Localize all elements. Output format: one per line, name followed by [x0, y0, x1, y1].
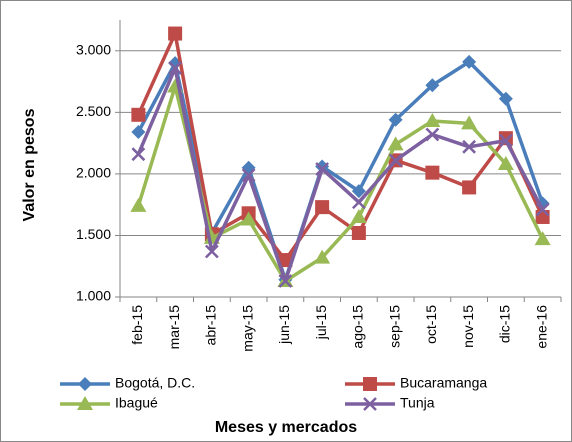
x-tick-label: dic-15 [497, 305, 513, 343]
point [240, 211, 257, 226]
x-tick-label: ene-16 [533, 305, 549, 349]
x-tick-label: sep-15 [386, 305, 402, 348]
y-tick-label: 2.000 [76, 165, 111, 181]
point [462, 139, 477, 154]
x-tick-label: ago-15 [350, 305, 366, 349]
point [388, 153, 403, 168]
legend-label: Bucaramanga [400, 375, 487, 391]
point [315, 200, 330, 215]
x-tick-label: may-15 [239, 305, 255, 352]
point [497, 156, 514, 171]
legend-marker [78, 377, 92, 391]
point [314, 249, 331, 264]
point [498, 91, 513, 106]
y-tick-label: 1.500 [76, 226, 111, 242]
x-tick-label: feb-15 [129, 305, 145, 345]
point [131, 107, 146, 122]
point [535, 209, 550, 224]
point [204, 244, 219, 259]
x-tick-label: jun-15 [276, 305, 292, 345]
point [168, 61, 183, 75]
legend-marker [363, 397, 377, 411]
point [351, 225, 366, 240]
y-tick-label: 2.500 [76, 103, 111, 119]
y-axis-title: Valor en pesos [21, 108, 38, 221]
legend-marker [77, 396, 93, 410]
legend-marker [363, 377, 377, 391]
point [388, 112, 403, 127]
point [351, 184, 366, 199]
x-tick-label: nov-15 [460, 305, 476, 348]
point [461, 115, 478, 130]
series-line [136, 31, 545, 262]
x-tick-label: abr-15 [203, 305, 219, 346]
legend-label: Bogotá, D.C. [115, 375, 195, 391]
point [534, 231, 551, 246]
point [351, 195, 366, 210]
point [425, 78, 440, 93]
y-tick-label: 3.000 [76, 41, 111, 57]
point [498, 133, 513, 148]
point [130, 197, 147, 212]
series-line [136, 66, 545, 283]
point [462, 180, 477, 195]
point [278, 274, 293, 288]
legend-label: Ibagué [115, 395, 158, 411]
point [387, 136, 404, 151]
x-tick-label: oct-15 [423, 305, 439, 344]
point [425, 165, 440, 180]
point [278, 253, 293, 268]
point [168, 26, 183, 41]
point [535, 202, 550, 217]
point [462, 54, 477, 69]
point [350, 208, 367, 223]
point [131, 125, 146, 140]
point [131, 147, 146, 162]
legend-label: Tunja [400, 395, 435, 411]
point [315, 162, 330, 176]
x-axis-title: Meses y mercados [215, 419, 357, 436]
point [241, 168, 256, 183]
y-tick-label: 1.000 [76, 288, 111, 304]
x-tick-label: mar-15 [166, 305, 182, 350]
point [425, 127, 440, 142]
point [424, 112, 441, 127]
x-tick-label: jul-15 [313, 305, 329, 340]
